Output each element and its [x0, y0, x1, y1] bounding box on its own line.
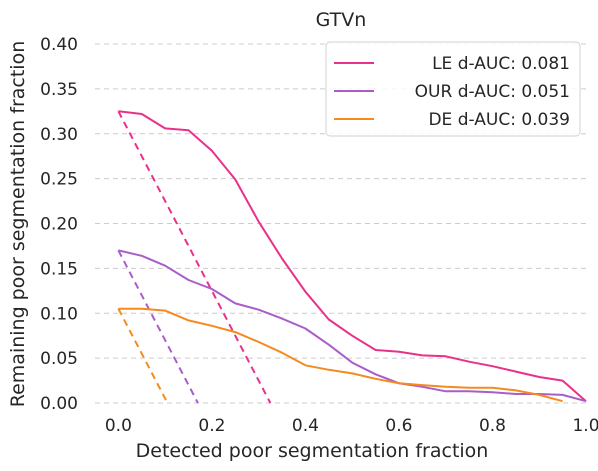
legend-entry: OUR d-AUC: 0.051 — [415, 82, 570, 102]
x-tick-label: 0.6 — [385, 416, 412, 436]
x-tick-label: 0.0 — [105, 416, 132, 436]
y-tick-label: 0.10 — [40, 304, 78, 324]
x-tick-label: 0.2 — [198, 416, 225, 436]
x-tick-label: 1.0 — [572, 416, 598, 436]
y-tick-label: 0.30 — [40, 125, 78, 145]
y-tick-label: 0.20 — [40, 215, 78, 235]
reference-line — [117, 249, 199, 404]
series-line — [118, 249, 587, 403]
x-tick-labels: 0.0 0.2 0.4 0.6 0.8 1.0 — [105, 416, 598, 436]
series-line — [118, 110, 587, 402]
y-axis-label: Remaining poor segmentation fraction — [7, 41, 29, 408]
y-tick-labels: 0.00 0.05 0.10 0.15 0.20 0.25 0.30 0.35 0.40 — [40, 35, 78, 414]
x-tick-label: 0.4 — [292, 416, 319, 436]
reference-lines — [117, 110, 272, 404]
y-tick-label: 0.15 — [40, 259, 78, 279]
y-tick-label: 0.40 — [40, 35, 78, 55]
y-tick-label: 0.00 — [40, 394, 78, 414]
series-line — [118, 307, 563, 403]
series-lines — [118, 110, 587, 403]
x-tick-label: 0.8 — [479, 416, 506, 436]
legend-box — [325, 41, 581, 137]
legend-entry: LE d-AUC: 0.081 — [432, 54, 570, 74]
y-tick-label: 0.25 — [40, 170, 78, 190]
x-axis-label: Detected poor segmentation fraction — [136, 440, 489, 462]
reference-line — [117, 110, 272, 404]
legend: LE d-AUC: 0.081 OUR d-AUC: 0.051 DE d-AUC:… — [325, 41, 581, 137]
reference-line — [117, 308, 169, 404]
y-tick-label: 0.05 — [40, 349, 78, 369]
legend-entry: DE d-AUC: 0.039 — [428, 110, 570, 130]
y-tick-label: 0.35 — [40, 80, 78, 100]
chart-title: GTVn — [316, 9, 367, 31]
